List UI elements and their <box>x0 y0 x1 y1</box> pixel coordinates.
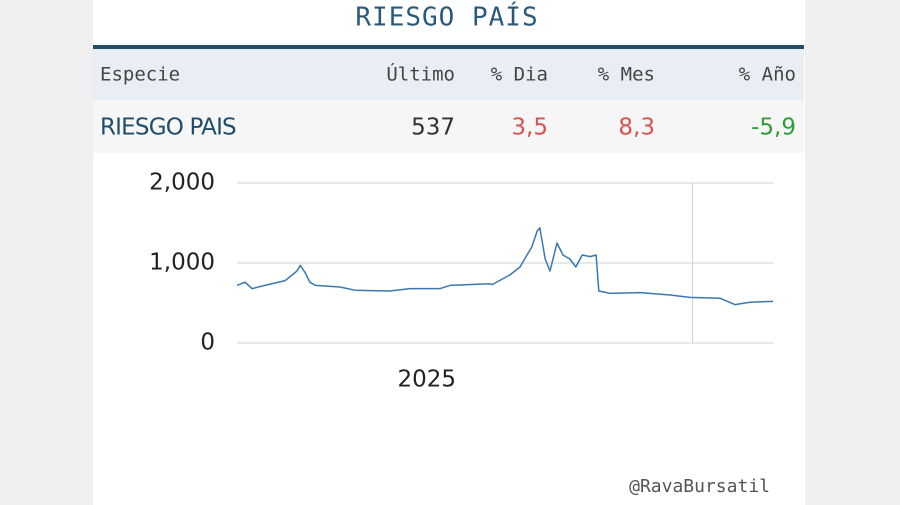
table-cell: 537 <box>411 115 455 141</box>
y-tick-label: 2,000 <box>149 170 215 196</box>
column-header: Especie <box>100 64 180 86</box>
column-header: % Dia <box>491 64 548 86</box>
table-cell: RIESGO PAIS <box>100 115 236 141</box>
column-header: % Mes <box>598 64 655 86</box>
chart: 2,000 1,000 0 2025 <box>149 170 774 393</box>
table-header-bg <box>93 49 804 100</box>
y-tick-label: 0 <box>200 330 215 356</box>
table-cell: -5,9 <box>751 115 796 141</box>
table-cell: 8,3 <box>618 115 655 141</box>
data-line <box>236 227 774 306</box>
title-rule <box>93 45 804 49</box>
y-tick-label: 1,000 <box>149 250 215 276</box>
x-tick-label: 2025 <box>397 367 456 393</box>
table: Especie Último % Dia % Mes % Año RIESGO PAIS 5… <box>100 62 796 141</box>
footer-credit: @RavaBursatil <box>629 476 770 497</box>
column-header: % Año <box>739 64 796 86</box>
table-cell: 3,5 <box>511 115 548 141</box>
widget-title: RIESGO PAÍS <box>355 1 538 33</box>
table-row-bg <box>93 100 804 153</box>
column-header: Último <box>386 62 455 86</box>
